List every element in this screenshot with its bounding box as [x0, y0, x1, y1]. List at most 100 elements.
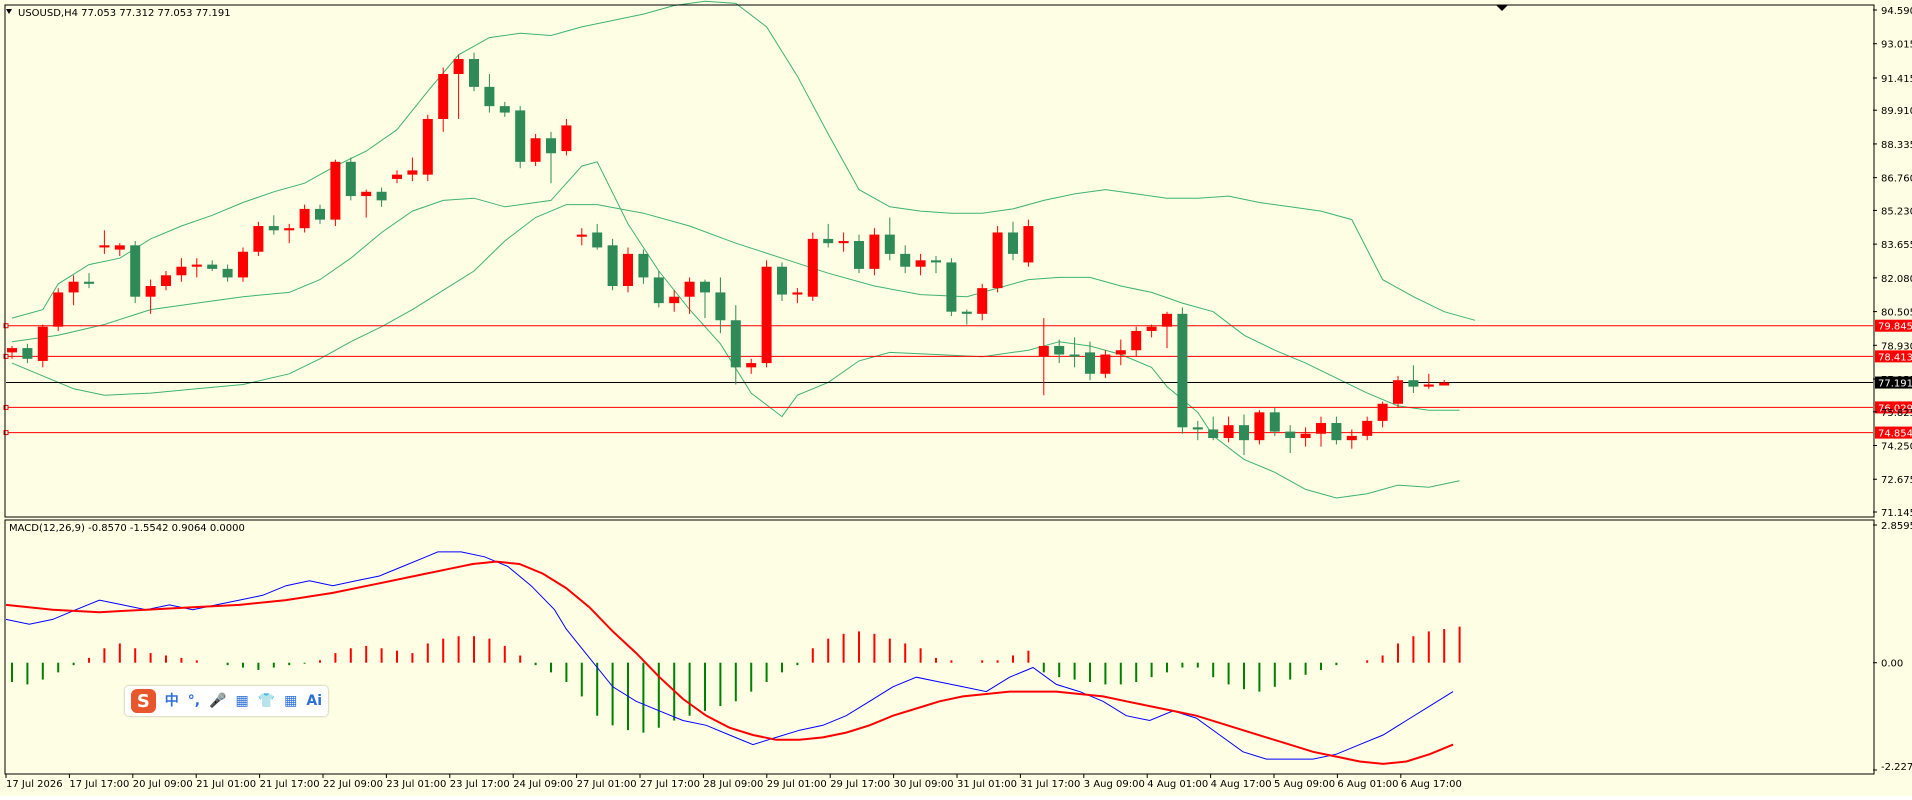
- candle-body: [546, 138, 556, 154]
- x-tick-label: 30 Jul 09:00: [894, 779, 954, 790]
- candle-body: [1316, 423, 1326, 434]
- candle-body: [145, 285, 156, 297]
- candle-body: [299, 208, 310, 229]
- candle-body: [376, 191, 387, 201]
- candle-body: [361, 191, 372, 197]
- y-tick-label: 78.930: [1881, 341, 1912, 352]
- level-tag-2: [1875, 401, 1912, 414]
- candle-body: [1162, 313, 1172, 327]
- candle-body: [84, 281, 94, 284]
- candle-body: [130, 245, 141, 297]
- x-tick-label: 21 Jul 01:00: [196, 779, 256, 790]
- level-tag-0: [1875, 319, 1912, 332]
- candle-body: [330, 161, 341, 220]
- ime-toolbar[interactable]: S 中 °, 🎤 ▦ 👕 ▦ Ai: [125, 686, 328, 716]
- candle-body: [669, 296, 680, 304]
- candle-body: [422, 118, 433, 175]
- candle-body: [114, 245, 125, 250]
- candle-body: [1115, 350, 1126, 355]
- macd-y-tick-label: 0.00: [1881, 659, 1903, 670]
- x-tick-label: 29 Jul 17:00: [830, 779, 890, 790]
- candle-body: [884, 234, 895, 254]
- ime-chinese-mode[interactable]: 中: [164, 693, 179, 709]
- candle-body: [1423, 384, 1434, 387]
- level-handle-1[interactable]: [3, 353, 9, 359]
- y-tick-label: 93.015: [1881, 40, 1912, 51]
- y-tick-label: 72.675: [1881, 475, 1912, 486]
- candle-body: [268, 226, 279, 231]
- candle-body: [730, 320, 741, 368]
- candle-body: [7, 348, 17, 353]
- candle-body: [653, 277, 664, 304]
- candle-body: [946, 262, 957, 312]
- candle-body: [176, 266, 187, 276]
- level-tag-text-3: 74.854: [1878, 429, 1912, 440]
- candle-body: [161, 275, 171, 286]
- y-tick-label: 75.825: [1881, 408, 1912, 419]
- candle-body: [961, 311, 972, 314]
- x-tick-label: 27 Jul 17:00: [640, 779, 700, 790]
- level-tag-3: [1875, 426, 1912, 439]
- signal-line: [5, 560, 1454, 765]
- current-price-text: 77.191: [1878, 379, 1912, 390]
- macd-panel: [5, 551, 1461, 765]
- candle-body: [607, 245, 618, 286]
- candle-body: [1223, 425, 1234, 439]
- panel-frames: [4, 4, 1875, 775]
- band-lower: [11, 161, 1460, 499]
- y-tick-label: 74.250: [1881, 442, 1912, 453]
- y-tick-label: 89.910: [1881, 106, 1912, 117]
- ime-toolbox-icon[interactable]: ▦: [284, 693, 298, 709]
- candle-body: [869, 234, 880, 269]
- ime-skin-icon[interactable]: 👕: [257, 693, 276, 709]
- band-middle: [11, 204, 1460, 411]
- bollinger-bands: [11, 0, 1476, 499]
- level-handle-3[interactable]: [3, 430, 9, 436]
- candle-body: [438, 74, 449, 119]
- level-tag-1: [1875, 350, 1912, 363]
- candle-body: [238, 251, 248, 278]
- level-handle-2[interactable]: [3, 404, 9, 410]
- candle-body: [68, 281, 79, 293]
- candle-body: [484, 86, 495, 107]
- candle-body: [1254, 412, 1265, 441]
- candle-body: [315, 208, 325, 220]
- ime-keyboard-icon[interactable]: ▦: [235, 693, 249, 709]
- candle-body: [1269, 412, 1280, 432]
- ime-ai-button[interactable]: Ai: [306, 693, 322, 709]
- main-header: USOUSD,H4 77.053 77.312 77.053 77.191: [18, 8, 231, 19]
- level-handle-0[interactable]: [3, 323, 9, 329]
- x-tick-label: 4 Aug 17:00: [1211, 779, 1272, 790]
- candle-body: [1362, 420, 1373, 436]
- candle-body: [515, 110, 526, 162]
- candle-body: [207, 264, 218, 269]
- candle-body: [715, 292, 726, 321]
- candle-body: [530, 138, 541, 162]
- main-panel-frame: [4, 4, 1875, 518]
- candle-body: [191, 264, 202, 267]
- current-price-tag: [1875, 376, 1912, 389]
- candle-body: [823, 238, 834, 244]
- candle-body: [1192, 427, 1203, 430]
- candle-body: [1408, 380, 1419, 387]
- x-tick-label: 28 Jul 09:00: [703, 779, 763, 790]
- candle-body: [1346, 435, 1357, 441]
- ime-logo-icon[interactable]: S: [131, 689, 156, 713]
- candle-body: [1177, 313, 1188, 428]
- axes: 79.845 78.413 76.029 74.854 94.590 93.015 91.4…: [5, 6, 1912, 790]
- x-tick-label: 4 Aug 01:00: [1147, 779, 1208, 790]
- candle-body: [638, 253, 649, 278]
- symbol-menu-icon[interactable]: [6, 9, 12, 14]
- chart-shift-marker-icon[interactable]: [1496, 5, 1508, 11]
- ime-punctuation-icon[interactable]: °,: [187, 693, 201, 709]
- x-tick-label: 23 Jul 01:00: [386, 779, 446, 790]
- ime-microphone-icon[interactable]: 🎤: [209, 693, 227, 709]
- y-tick-label: 71.145: [1881, 508, 1912, 519]
- candle-body: [1023, 226, 1034, 263]
- macd-y-tick-label: 2.8595: [1881, 521, 1912, 532]
- candle-body: [392, 174, 402, 179]
- x-tick-label: 6 Aug 01:00: [1337, 779, 1398, 790]
- candle-body: [1208, 429, 1219, 439]
- candle-body: [700, 281, 710, 293]
